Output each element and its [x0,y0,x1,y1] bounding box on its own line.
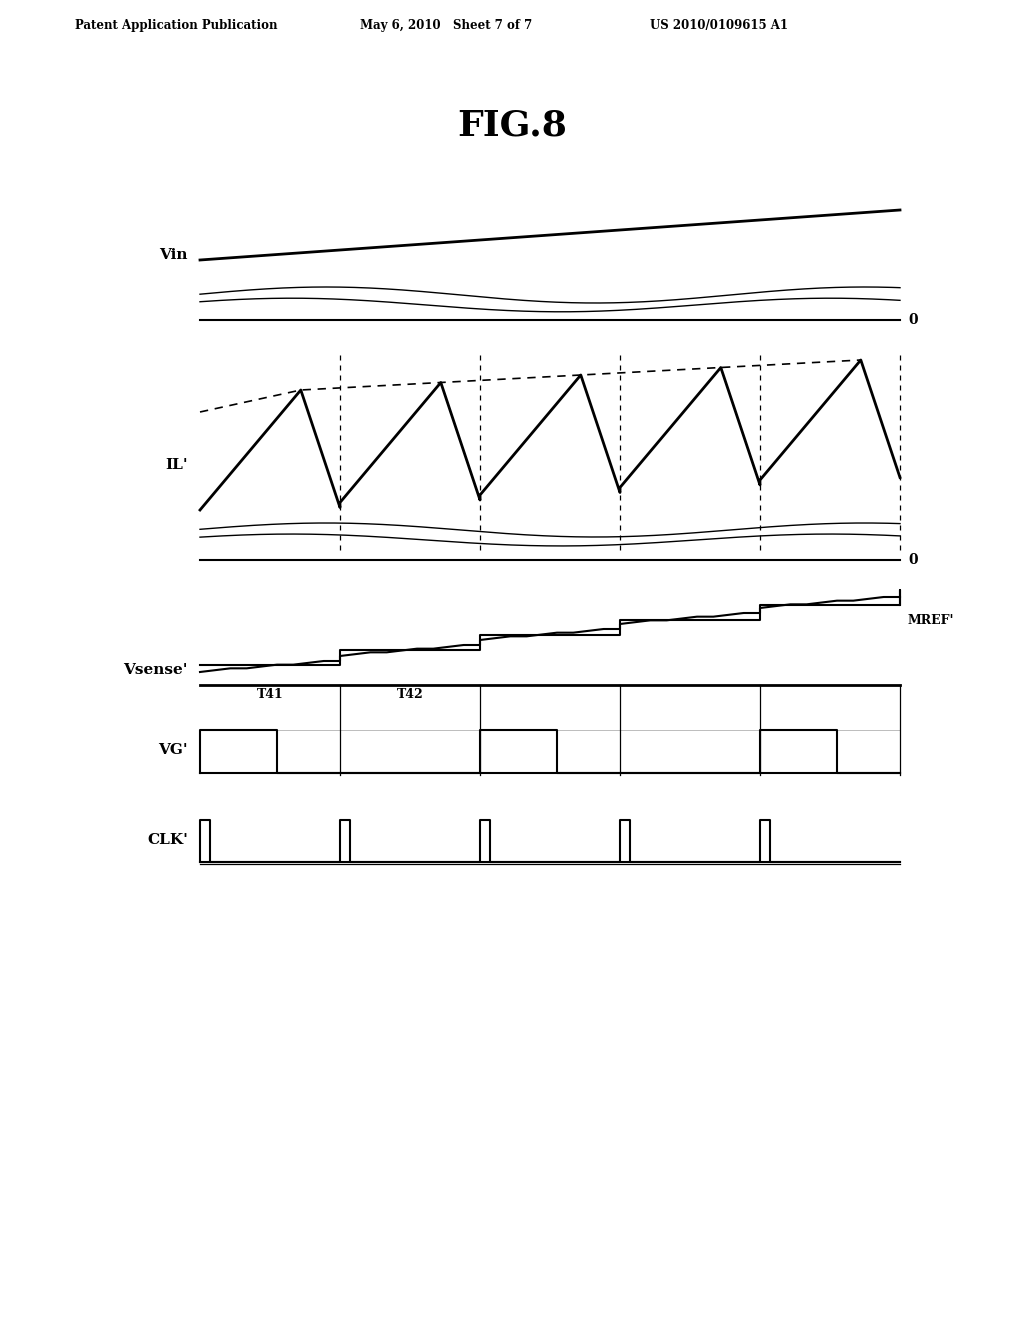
Text: VG': VG' [159,743,188,756]
Text: FIG.8: FIG.8 [457,108,567,143]
Text: Vin: Vin [160,248,188,261]
Text: T41: T41 [257,689,284,701]
Text: 0: 0 [908,553,918,568]
Text: May 6, 2010   Sheet 7 of 7: May 6, 2010 Sheet 7 of 7 [360,18,532,32]
Text: MREF': MREF' [908,614,954,627]
Text: US 2010/0109615 A1: US 2010/0109615 A1 [650,18,788,32]
Text: 0: 0 [908,313,918,327]
Text: Vsense': Vsense' [124,663,188,677]
Text: T42: T42 [396,689,423,701]
Text: Patent Application Publication: Patent Application Publication [75,18,278,32]
Text: IL': IL' [165,458,188,473]
Text: CLK': CLK' [147,833,188,847]
